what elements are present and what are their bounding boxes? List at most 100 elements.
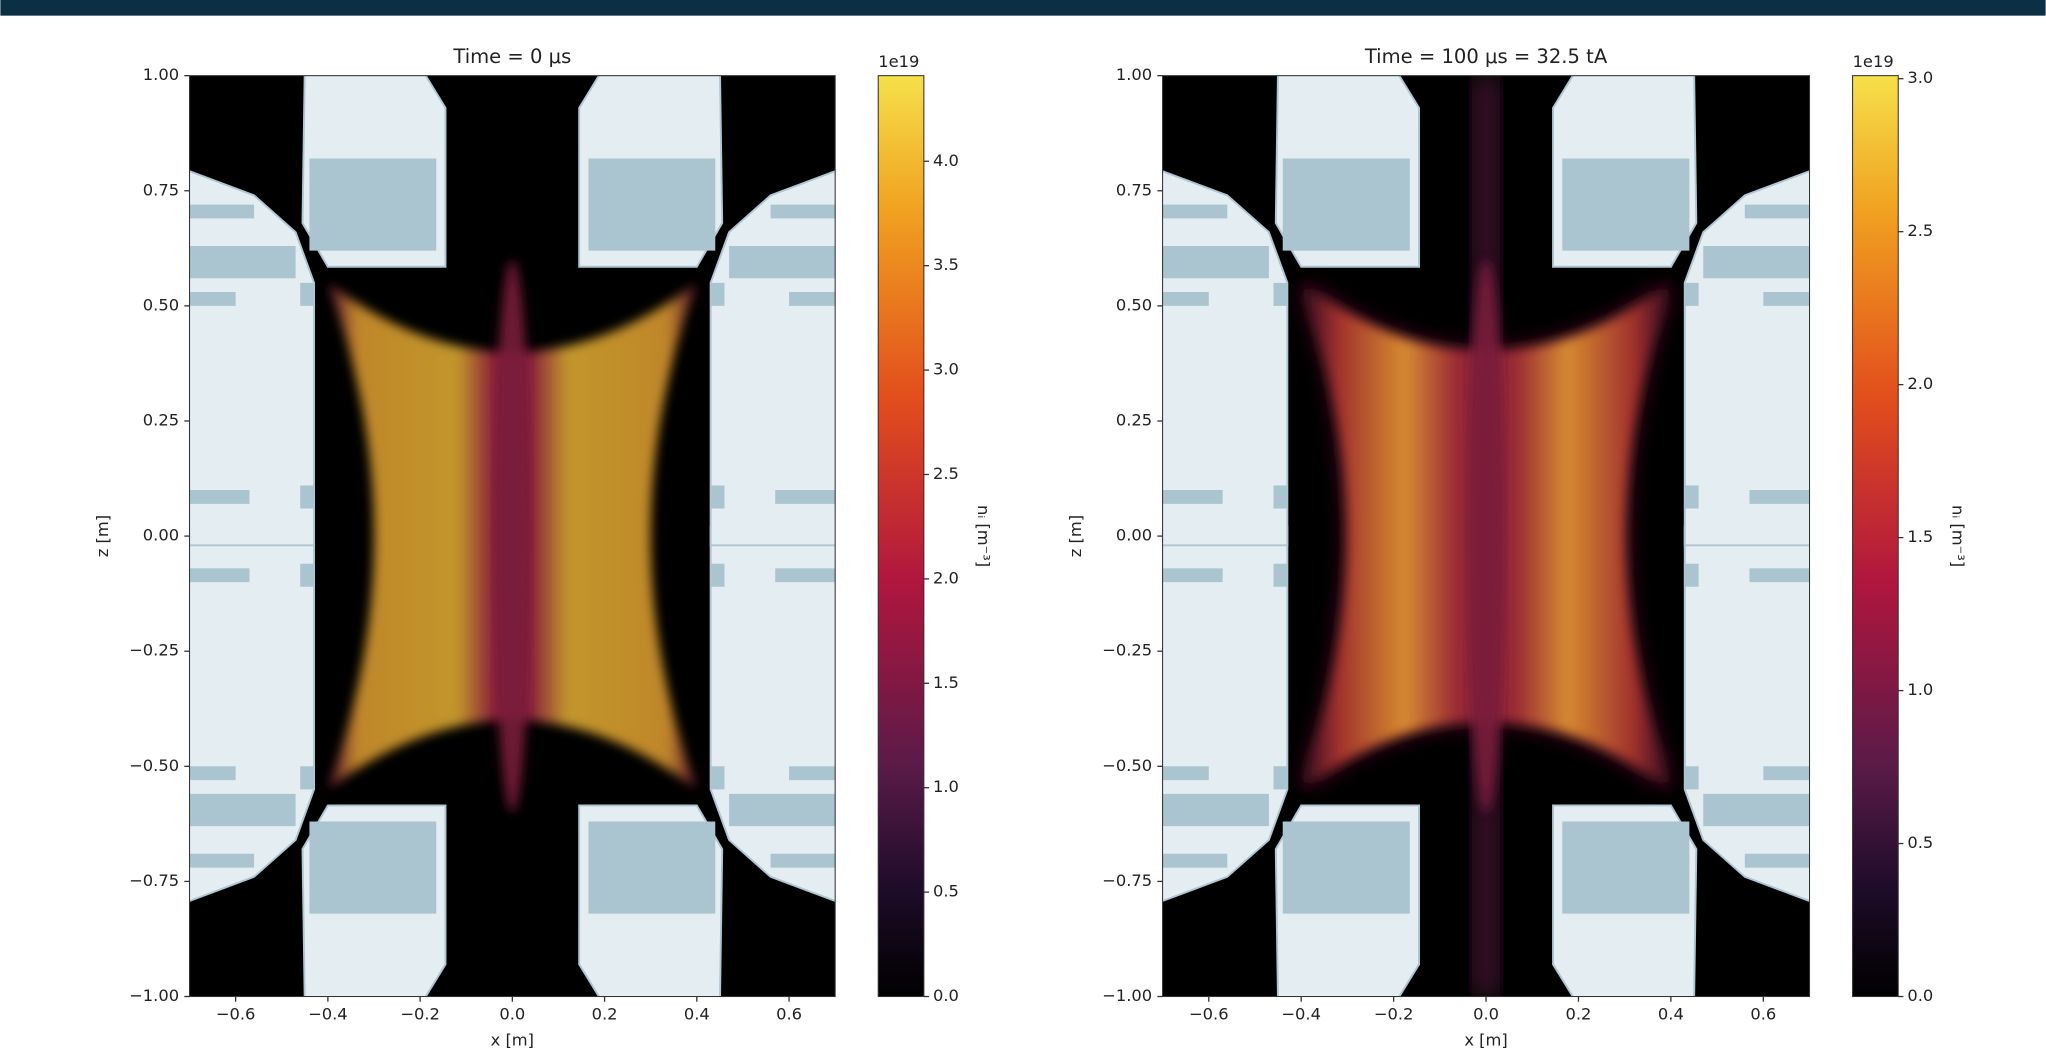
wall-part [180,292,235,306]
wall-part [1685,766,1699,789]
x-tick-label: 0.0 [1473,1004,1499,1023]
wall-part [1153,766,1208,780]
colorbar [878,76,924,997]
colorbar-tick-label: 2.5 [1907,221,1933,240]
y-tick-label: −1.00 [1102,986,1152,1005]
y-tick-label: −0.50 [1102,756,1152,775]
wall-part [180,568,249,582]
page: −0.6 −0.4 −0.2 0.0 0.2 0.4 0.6 −1.00 −0.75 −0.50 −… [0,0,2046,1050]
wall-part [1763,766,1818,780]
wall-part [300,564,314,587]
wall-part [775,490,844,504]
y-tick-label: 0.75 [1116,180,1152,199]
colorbar-tick-label: 1.5 [933,673,959,692]
wall-part [1685,485,1699,508]
wall-part [789,766,844,780]
colorbar-tick-label: 2.0 [1907,374,1933,393]
y-tick-label: −0.75 [129,871,179,890]
coil-core [588,822,715,914]
y-tick-label: −0.25 [1102,641,1152,660]
wall-part [1703,246,1819,278]
x-tick-label: −0.6 [1189,1004,1229,1023]
wall-part [1153,246,1269,278]
wall-part [180,490,249,504]
wall-part [1153,794,1269,826]
wall-part [1763,292,1818,306]
coil-core [1562,822,1689,914]
wall-part [711,485,725,508]
colorbar-tick-label: 0.0 [933,986,959,1005]
x-tick-label: 0.4 [1658,1004,1684,1023]
colorbar-tick-label: 3.0 [1907,68,1933,87]
x-tick-label: −0.4 [308,1004,348,1023]
y-tick-label: 0.00 [1116,526,1152,545]
wall-part [1273,564,1287,587]
wall-part [1153,490,1222,504]
wall-part [771,205,845,219]
wall-part [180,794,295,826]
center-spike [1468,260,1505,813]
y-tick-label: −1.00 [129,986,179,1005]
wall-part [1745,205,1819,219]
x-tick-label: 0.2 [592,1004,618,1023]
colorbar-tick-label: 3.0 [933,360,959,379]
x-tick-label: 0.6 [776,1004,802,1023]
colorbar-tick-label: 2.5 [933,464,959,483]
x-tick-label: −0.6 [216,1004,256,1023]
colorbar [1853,76,1899,997]
y-tick-label: 1.00 [1116,65,1152,84]
wall-part [300,485,314,508]
coil-core [1283,822,1410,914]
x-tick-label: 0.6 [1750,1004,1776,1023]
wall-part [1745,854,1819,868]
wall-part [729,794,844,826]
wall-part [180,854,254,868]
chart-title: Time = 0 μs [452,45,571,68]
wall-part [1273,485,1287,508]
wall-part [180,205,254,219]
center-spike [494,260,531,813]
wall-part [789,292,844,306]
colorbar-tick-label: 2.0 [933,568,959,587]
coil-core [1562,159,1689,251]
wall-part [771,854,845,868]
x-tick-label: −0.2 [1374,1004,1414,1023]
wall-part [1153,205,1227,219]
figure: −0.6 −0.4 −0.2 0.0 0.2 0.4 0.6 −1.00 −0.75 −0.50 −… [0,0,2046,1050]
wall-part [180,766,235,780]
coil-core [309,822,436,914]
y-axis-label: z [m] [93,515,112,557]
colorbar-tick-label: 1.5 [1907,527,1933,546]
coil-core [1283,159,1410,251]
wall-part [729,246,844,278]
wall-part [1273,766,1287,789]
y-tick-label: 0.75 [143,180,179,199]
wall-part [1153,292,1208,306]
y-tick-label: 0.00 [143,526,179,545]
y-tick-label: −0.50 [129,756,179,775]
y-tick-label: 0.25 [1116,410,1152,429]
x-tick-label: −0.4 [1281,1004,1321,1023]
wall-part [180,246,295,278]
chart-title: Time = 100 μs = 32.5 tA [1364,45,1608,68]
colorbar-tick-label: 3.5 [933,255,959,274]
wall-part [711,766,725,789]
y-tick-label: 0.50 [1116,295,1152,314]
colorbar-tick-label: 0.0 [1907,986,1933,1005]
x-tick-label: 0.0 [499,1004,525,1023]
colorbar-tick-label: 1.0 [933,777,959,796]
wall-part [1153,568,1222,582]
colorbar-label: nᵢ [m⁻³] [1948,505,1967,567]
wall-part [1685,564,1699,587]
y-tick-label: −0.25 [129,641,179,660]
x-tick-label: 0.2 [1566,1004,1592,1023]
colorbar-offset: 1e19 [878,52,919,71]
wall-part [300,283,314,306]
wall-part [1685,283,1699,306]
colorbar-tick-label: 0.5 [933,882,959,901]
coil-core [309,159,436,251]
plot-area [1153,66,1818,1005]
wall-part [1273,283,1287,306]
y-tick-label: 1.00 [143,65,179,84]
y-tick-label: −0.75 [1102,871,1152,890]
